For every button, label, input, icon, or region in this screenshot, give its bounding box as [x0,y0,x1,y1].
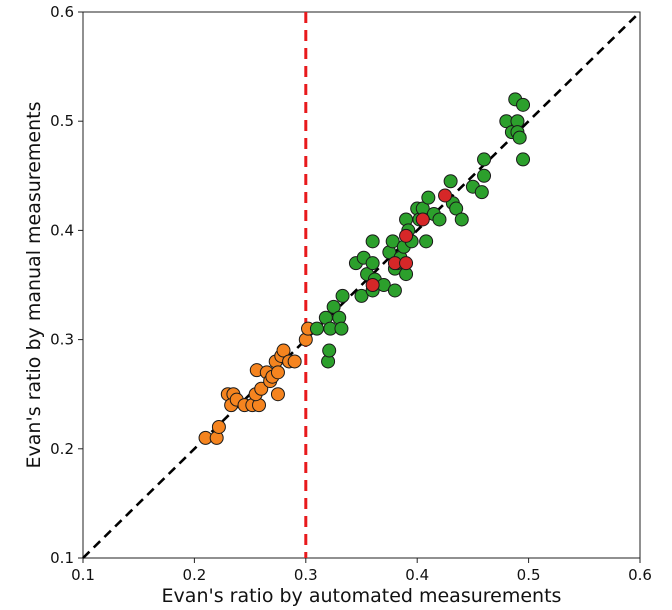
data-point [270,387,285,402]
data-point [211,419,226,434]
y-tick-label: 0.3 [50,331,74,349]
data-point [516,97,531,112]
y-axis-label: Evan's ratio by manual measurements [23,102,45,469]
data-point [449,201,464,216]
data-point [322,343,337,358]
identity-line [82,11,641,559]
y-tick-label: 0.2 [50,440,74,458]
reference-lines [82,11,641,559]
y-tick-label: 0.4 [50,221,74,239]
data-point [421,190,436,205]
data-point [326,299,341,314]
data-point [387,283,402,298]
data-point [516,152,531,167]
data-point [438,188,453,203]
x-axis-label: Evan's ratio by automated measurements [162,585,562,607]
data-point [415,212,430,227]
data-point [454,212,469,227]
data-point [309,321,324,336]
data-point [335,288,350,303]
data-point [334,321,349,336]
data-point [276,343,291,358]
data-point [399,256,414,271]
data-point [354,288,369,303]
x-tick-label: 0.4 [405,566,429,584]
data-point [270,365,285,380]
y-axis-ticks: 0.1 0.2 0.3 0.4 0.5 0.6 [50,3,83,567]
data-point [287,354,302,369]
data-points [198,92,531,445]
data-point [399,228,414,243]
data-point [443,174,458,189]
data-point [477,168,492,183]
x-tick-label: 0.1 [71,566,95,584]
y-tick-label: 0.1 [50,549,74,567]
data-point [419,234,434,249]
data-point [365,278,380,292]
data-point [432,212,447,227]
plot-frame [82,11,641,559]
data-point [512,130,527,145]
x-tick-label: 0.6 [628,566,652,584]
data-point [477,152,492,167]
y-tick-label: 0.6 [50,3,74,21]
data-point [254,381,269,396]
x-tick-label: 0.5 [517,566,541,584]
x-tick-label: 0.2 [182,566,206,584]
plot-area [82,11,641,559]
data-point [365,234,380,249]
data-point [385,234,400,249]
x-tick-label: 0.3 [294,566,318,584]
data-point [365,256,380,271]
data-point [474,185,489,200]
y-tick-label: 0.5 [50,112,74,130]
x-axis-ticks: 0.1 0.2 0.3 0.4 0.5 0.6 [71,558,652,584]
